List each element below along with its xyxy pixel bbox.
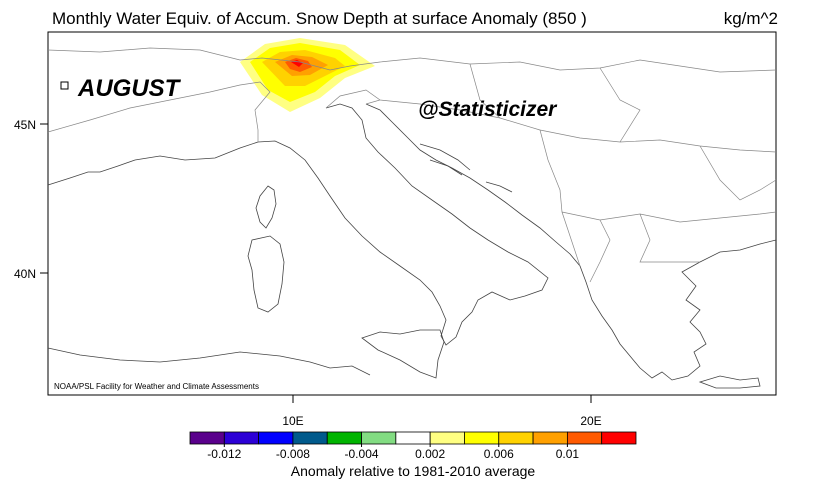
- map-title: Monthly Water Equiv. of Accum. Snow Dept…: [52, 9, 587, 28]
- colorbar-box: [532, 431, 568, 445]
- colorbar-tick-label: 0.01: [556, 447, 580, 461]
- lat-label: 45N: [14, 118, 36, 132]
- colorbar-box: [223, 431, 260, 445]
- credit: NOAA/PSL Facility for Weather and Climat…: [54, 382, 259, 391]
- colorbar-box: [429, 431, 465, 445]
- island: [419, 143, 513, 193]
- watermark: @Statisticizer: [418, 98, 558, 121]
- island: [361, 329, 445, 379]
- colorbar-tick-label: -0.008: [276, 447, 310, 461]
- colorbar-box: [189, 431, 225, 445]
- colorbar-box: [464, 431, 500, 445]
- coastline: [47, 103, 549, 346]
- country-border: [325, 89, 777, 153]
- colorbar-title: Anomaly relative to 1981-2010 average: [291, 463, 536, 479]
- colorbar-box: [601, 431, 637, 445]
- marker-box: [60, 81, 69, 90]
- country-border: [469, 63, 777, 201]
- colorbar-box: [566, 431, 603, 445]
- colorbar-box: [395, 431, 431, 445]
- map-area: AUGUST @Statisticizer NOAA/PSL Facility …: [47, 31, 777, 396]
- island: [247, 235, 285, 313]
- lat-label: 40N: [14, 267, 36, 281]
- colorbar-box: [326, 431, 362, 445]
- coastline: [47, 347, 371, 376]
- colorbar-box: [361, 431, 397, 445]
- coastline: [365, 103, 777, 381]
- colorbar-tick-label: -0.012: [207, 447, 241, 461]
- lon-label: 10E: [282, 414, 303, 428]
- country-border: [47, 81, 271, 142]
- map-frame: [47, 31, 777, 396]
- colorbar-tick-label: 0.002: [415, 447, 445, 461]
- axis-ticks: [40, 123, 592, 403]
- colorbar-tick-label: -0.004: [345, 447, 379, 461]
- month-label: AUGUST: [77, 75, 182, 102]
- country-border: [539, 129, 777, 283]
- island: [255, 185, 277, 229]
- colorbar-tick-label: 0.006: [484, 447, 514, 461]
- colorbar-box: [292, 431, 328, 445]
- colorbar-box: [498, 431, 534, 445]
- colorbar-box: [258, 431, 294, 445]
- lon-label: 20E: [580, 414, 601, 428]
- island: [698, 375, 761, 389]
- colorbar: -0.012 -0.008 -0.004 0.002 0.006 0.01: [189, 431, 637, 461]
- units-label: kg/m^2: [724, 9, 778, 28]
